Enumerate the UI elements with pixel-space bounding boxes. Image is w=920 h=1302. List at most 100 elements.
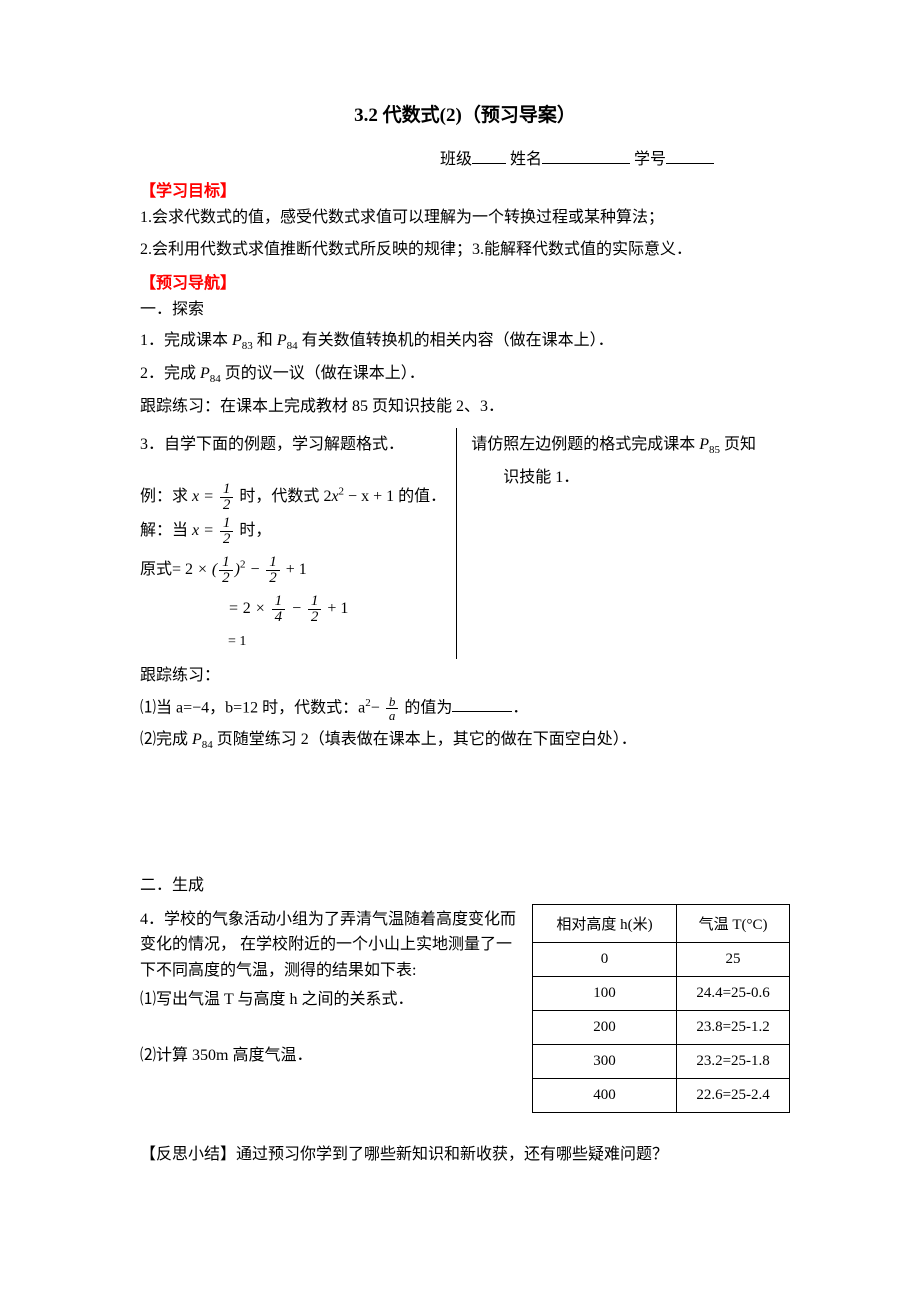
generation-row: 4．学校的气象活动小组为了弄清气温随着高度变化而变化的情况， 在学校附近的一个小… bbox=[140, 904, 790, 1113]
data-table: 相对高度 h(米) 气温 T(°C) 025 10024.4=25-0.6 20… bbox=[532, 904, 790, 1113]
eq2-p1: + 1 bbox=[327, 600, 348, 617]
eq1-2: 2 bbox=[185, 561, 193, 578]
gen-q2: ⑵计算 350m 高度气温． bbox=[140, 1042, 518, 1071]
eq1-n2: 1 bbox=[266, 555, 280, 570]
x-eq-half: x = 12 bbox=[192, 488, 239, 505]
item2-b: 页的议一议（做在课本上）． bbox=[225, 365, 425, 382]
cell-t2: 23.8=25-1.2 bbox=[677, 1010, 790, 1044]
p84c-sub: 84 bbox=[202, 739, 213, 751]
item1-b: 和 bbox=[257, 332, 273, 349]
eq-line-2: = 2 × 14 − 12 + 1 bbox=[140, 594, 446, 625]
explore-heading: 一．探索 bbox=[140, 296, 790, 325]
p84b: P84 bbox=[200, 365, 221, 382]
q1-blank bbox=[452, 711, 512, 712]
p84b-p: P bbox=[200, 365, 210, 382]
ex-a: 例：求 bbox=[140, 488, 188, 505]
example-columns: 3．自学下面的例题，学习解题格式． 例：求 x = 12 时，代数式 2x2 −… bbox=[140, 428, 790, 659]
q1-a: ⑴当 a=−4，b=12 时，代数式：a bbox=[140, 699, 365, 716]
eq1-d2: 2 bbox=[266, 570, 280, 586]
orig-label: 原式= bbox=[140, 561, 181, 578]
eq-line-1: 原式= 2 × (12)2 − 12 + 1 bbox=[140, 555, 446, 586]
p84-sub: 84 bbox=[287, 341, 298, 353]
th-height: 相对高度 h(米) bbox=[533, 904, 677, 942]
p84: P84 bbox=[277, 332, 298, 349]
item2-a: 2．完成 bbox=[140, 365, 196, 382]
half-den: 2 bbox=[220, 497, 234, 513]
follow-2: 跟踪练习： bbox=[140, 662, 790, 691]
p83-p: P bbox=[232, 332, 242, 349]
page-title: 3.2 代数式(2)（预习导案） bbox=[140, 100, 790, 127]
table-header-row: 相对高度 h(米) 气温 T(°C) bbox=[533, 904, 790, 942]
solution-when: 解：当 x = 12 时， bbox=[140, 516, 446, 547]
table-row: 10024.4=25-0.6 bbox=[533, 976, 790, 1010]
item-1: 1．完成课本 P83 和 P84 有关数值转换机的相关内容（做在课本上）． bbox=[140, 327, 790, 357]
table-row: 40022.6=25-2.4 bbox=[533, 1078, 790, 1112]
class-blank bbox=[472, 163, 506, 164]
eq1-math: 2 × (12)2 − 12 + 1 bbox=[185, 561, 307, 578]
rp-b: 页知 bbox=[724, 436, 756, 453]
half2-den: 2 bbox=[220, 531, 234, 547]
blank-space bbox=[140, 759, 790, 869]
goal-2: 2.会利用代数式求值推断代数式所反映的规律；3.能解释代数式值的实际意义． bbox=[140, 236, 790, 265]
name-blank bbox=[542, 163, 630, 164]
cell-h0: 0 bbox=[533, 942, 677, 976]
example-statement: 例：求 x = 12 时，代数式 2x2 − x + 1 的值． bbox=[140, 482, 446, 513]
goals-heading: 【学习目标】 bbox=[140, 177, 790, 201]
p85-p: P bbox=[699, 436, 709, 453]
eq3-math: = 1 bbox=[228, 634, 246, 649]
follow-1: 跟踪练习：在课本上完成教材 85 页知识技能 2、3． bbox=[140, 393, 790, 422]
item-2: 2．完成 P84 页的议一议（做在课本上）． bbox=[140, 360, 790, 390]
ex-b: 时，代数式 bbox=[239, 488, 319, 505]
b-over-a: ba bbox=[386, 695, 399, 722]
eq-line-3: = 1 bbox=[140, 633, 446, 651]
table-row: 025 bbox=[533, 942, 790, 976]
x-eq-half-2: x = 12 bbox=[192, 522, 239, 539]
p84-p: P bbox=[277, 332, 287, 349]
q2-a: ⑵完成 bbox=[140, 731, 188, 748]
cell-h1: 100 bbox=[533, 976, 677, 1010]
eq2-d1: 4 bbox=[272, 609, 286, 625]
ex-c: 的值． bbox=[398, 488, 446, 505]
example-left: 3．自学下面的例题，学习解题格式． 例：求 x = 12 时，代数式 2x2 −… bbox=[140, 428, 456, 659]
table-row: 30023.2=25-1.8 bbox=[533, 1044, 790, 1078]
preview-heading: 【预习导航】 bbox=[140, 269, 790, 293]
generation-text: 4．学校的气象活动小组为了弄清气温随着高度变化而变化的情况， 在学校附近的一个小… bbox=[140, 904, 518, 1074]
cell-t4: 22.6=25-2.4 bbox=[677, 1078, 790, 1112]
p85-sub: 85 bbox=[709, 444, 720, 456]
cell-t0: 25 bbox=[677, 942, 790, 976]
example-right: 请仿照左边例题的格式完成课本 P85 页知 识技能 1． bbox=[457, 428, 790, 659]
eq1-sq: 2 bbox=[240, 559, 246, 571]
frac-b: b bbox=[386, 695, 399, 708]
num-blank bbox=[666, 163, 714, 164]
q2-b: 页随堂练习 2（填表做在课本上，其它的做在下面空白处）． bbox=[217, 731, 637, 748]
q2: ⑵完成 P84 页随堂练习 2（填表做在课本上，其它的做在下面空白处）． bbox=[140, 726, 790, 756]
student-info: 班级 姓名 学号 bbox=[440, 145, 790, 169]
item-3: 3．自学下面的例题，学习解题格式． bbox=[140, 431, 446, 460]
sol-a: 解：当 bbox=[140, 522, 188, 539]
cell-h3: 300 bbox=[533, 1044, 677, 1078]
expr: 2x2 − x + 1 bbox=[323, 488, 398, 505]
gen-heading: 二．生成 bbox=[140, 872, 790, 901]
goal-1: 1.会求代数式的值，感受代数式求值可以理解为一个转换过程或某种算法； bbox=[140, 204, 790, 233]
q1-b: 的值为 bbox=[404, 699, 452, 716]
expr-rest: − x + 1 bbox=[344, 488, 394, 505]
sol-b: 时， bbox=[239, 522, 271, 539]
right-prompt: 请仿照左边例题的格式完成课本 P85 页知 bbox=[471, 431, 790, 461]
name-label: 姓名 bbox=[510, 151, 542, 168]
p85: P85 bbox=[699, 436, 720, 453]
gen-q1: ⑴写出气温 T 与高度 h 之间的关系式． bbox=[140, 987, 518, 1013]
cell-t1: 24.4=25-0.6 bbox=[677, 976, 790, 1010]
cell-h2: 200 bbox=[533, 1010, 677, 1044]
table-row: 20023.8=25-1.2 bbox=[533, 1010, 790, 1044]
eq3-res: 1 bbox=[239, 634, 246, 649]
q1-dash: − bbox=[371, 699, 380, 716]
p84c: P84 bbox=[192, 731, 213, 748]
q1: ⑴当 a=−4，b=12 时，代数式：a2− ba 的值为． bbox=[140, 694, 790, 723]
eq1-n1: 1 bbox=[219, 555, 233, 570]
p84c-p: P bbox=[192, 731, 202, 748]
half2-num: 1 bbox=[220, 516, 234, 531]
eq1-d1: 2 bbox=[219, 570, 233, 586]
eq2-math: = 2 × 14 − 12 + 1 bbox=[228, 600, 348, 617]
frac-a: a bbox=[386, 708, 399, 722]
p84b-sub: 84 bbox=[210, 374, 221, 386]
